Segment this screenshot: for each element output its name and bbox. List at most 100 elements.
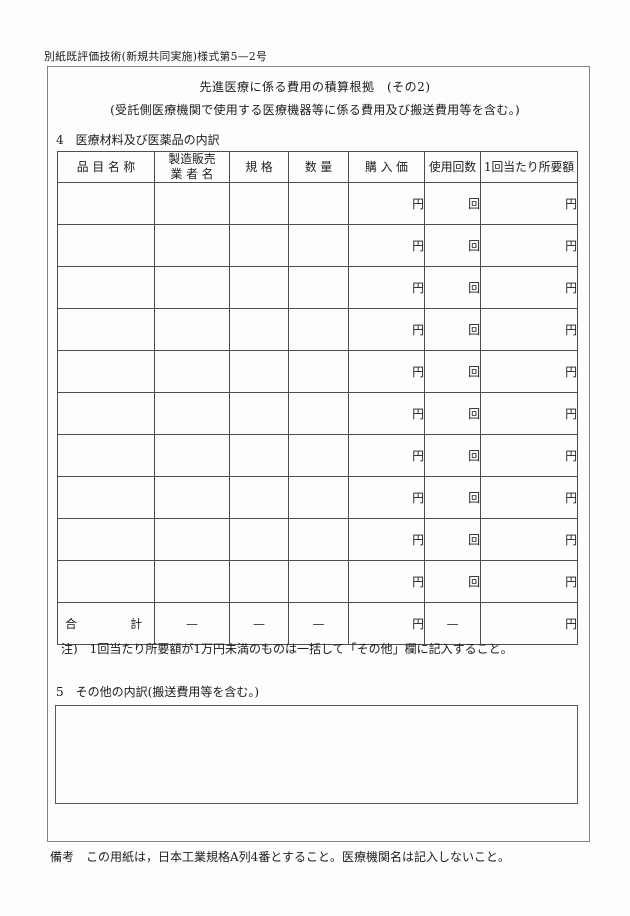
total-use-count-cell: —	[424, 602, 481, 645]
col-header-item-name: 品 目 名 称	[57, 151, 155, 183]
section4-heading: 4 医療材料及び医薬品の内訳	[56, 133, 220, 147]
item-name-cell	[57, 476, 155, 519]
quantity-cell	[288, 518, 349, 561]
per-use-amount-cell: 円	[480, 392, 578, 435]
table-row: 円 回 円	[57, 308, 578, 351]
quantity-cell	[288, 476, 349, 519]
manufacturer-cell	[154, 266, 230, 309]
col-header-use-count: 使用回数	[424, 151, 481, 183]
per-use-amount-cell: 円	[480, 350, 578, 393]
manufacturer-cell	[154, 182, 230, 225]
use-count-cell: 回	[424, 182, 481, 225]
manufacturer-cell	[154, 560, 230, 603]
table-row: 円 回 円	[57, 434, 578, 477]
item-name-cell	[57, 518, 155, 561]
table-row: 円 回 円	[57, 392, 578, 435]
quantity-cell	[288, 434, 349, 477]
purchase-price-cell: 円	[348, 266, 425, 309]
form-outer-border	[47, 66, 590, 842]
form-number-label: 別紙既評価技術(新規共同実施)様式第5—2号	[44, 50, 268, 63]
per-use-amount-cell: 円	[480, 560, 578, 603]
per-use-amount-cell: 円	[480, 224, 578, 267]
spec-cell	[229, 182, 289, 225]
purchase-price-cell: 円	[348, 182, 425, 225]
form-title: 先進医療に係る費用の積算根拠 (その2)	[199, 80, 431, 94]
per-use-amount-cell: 円	[480, 266, 578, 309]
manufacturer-cell	[154, 518, 230, 561]
quantity-cell	[288, 350, 349, 393]
use-count-cell: 回	[424, 266, 481, 309]
spec-cell	[229, 350, 289, 393]
table-row: 円 回 円	[57, 476, 578, 519]
manufacturer-cell	[154, 392, 230, 435]
use-count-cell: 回	[424, 350, 481, 393]
quantity-cell	[288, 224, 349, 267]
use-count-cell: 回	[424, 434, 481, 477]
total-purchase-price-cell: 円	[348, 602, 425, 645]
spec-cell	[229, 266, 289, 309]
use-count-cell: 回	[424, 224, 481, 267]
col-header-per-use-amount: 1回当たり所要額	[480, 151, 578, 183]
table-header-row: 品 目 名 称 製造販売 業 者 名 規 格 数 量 購 入 価 使用回数 1回…	[57, 151, 578, 183]
purchase-price-cell: 円	[348, 308, 425, 351]
materials-table: 品 目 名 称 製造販売 業 者 名 規 格 数 量 購 入 価 使用回数 1回…	[57, 151, 578, 645]
table-row: 円 回 円	[57, 224, 578, 267]
manufacturer-cell	[154, 476, 230, 519]
purchase-price-cell: 円	[348, 350, 425, 393]
total-label-cell: 合 計	[57, 602, 155, 645]
item-name-cell	[57, 182, 155, 225]
table-row: 円 回 円	[57, 350, 578, 393]
item-name-cell	[57, 350, 155, 393]
table-row: 円 回 円	[57, 560, 578, 603]
item-name-cell	[57, 434, 155, 477]
use-count-cell: 回	[424, 392, 481, 435]
use-count-cell: 回	[424, 560, 481, 603]
section5-heading: 5 その他の内訳(搬送費用等を含む。)	[56, 685, 259, 699]
total-manufacturer-cell: —	[154, 602, 230, 645]
total-label-second: 計	[130, 617, 142, 631]
footnote: 注) 1回当たり所要額が1万円未満のものは一括して「その他」欄に記入すること。	[61, 642, 513, 656]
quantity-cell	[288, 182, 349, 225]
quantity-cell	[288, 560, 349, 603]
table-row: 円 回 円	[57, 518, 578, 561]
spec-cell	[229, 308, 289, 351]
item-name-cell	[57, 224, 155, 267]
table-row: 円 回 円	[57, 182, 578, 225]
total-label-first: 合	[65, 617, 77, 631]
total-spec-cell: —	[229, 602, 289, 645]
per-use-amount-cell: 円	[480, 308, 578, 351]
quantity-cell	[288, 266, 349, 309]
col-header-manufacturer: 製造販売 業 者 名	[154, 151, 230, 183]
use-count-cell: 回	[424, 476, 481, 519]
purchase-price-cell: 円	[348, 434, 425, 477]
item-name-cell	[57, 266, 155, 309]
total-quantity-cell: —	[288, 602, 349, 645]
per-use-amount-cell: 円	[480, 434, 578, 477]
spec-cell	[229, 224, 289, 267]
item-name-cell	[57, 308, 155, 351]
spec-cell	[229, 392, 289, 435]
table-row: 円 回 円	[57, 266, 578, 309]
item-name-cell	[57, 560, 155, 603]
per-use-amount-cell: 円	[480, 476, 578, 519]
purchase-price-cell: 円	[348, 518, 425, 561]
item-name-cell	[57, 392, 155, 435]
quantity-cell	[288, 392, 349, 435]
manufacturer-cell	[154, 224, 230, 267]
manufacturer-cell	[154, 434, 230, 477]
per-use-amount-cell: 円	[480, 182, 578, 225]
spec-cell	[229, 476, 289, 519]
spec-cell	[229, 518, 289, 561]
purchase-price-cell: 円	[348, 476, 425, 519]
purchase-price-cell: 円	[348, 224, 425, 267]
col-header-quantity: 数 量	[288, 151, 349, 183]
purchase-price-cell: 円	[348, 560, 425, 603]
use-count-cell: 回	[424, 518, 481, 561]
total-row: 合 計 — — — 円 — 円	[57, 602, 578, 645]
purchase-price-cell: 円	[348, 392, 425, 435]
col-header-purchase-price: 購 入 価	[348, 151, 425, 183]
total-per-use-amount-cell: 円	[480, 602, 578, 645]
remarks-note: 備考 この用紙は，日本工業規格A列4番とすること。医療機関名は記入しないこと。	[50, 850, 510, 864]
use-count-cell: 回	[424, 308, 481, 351]
